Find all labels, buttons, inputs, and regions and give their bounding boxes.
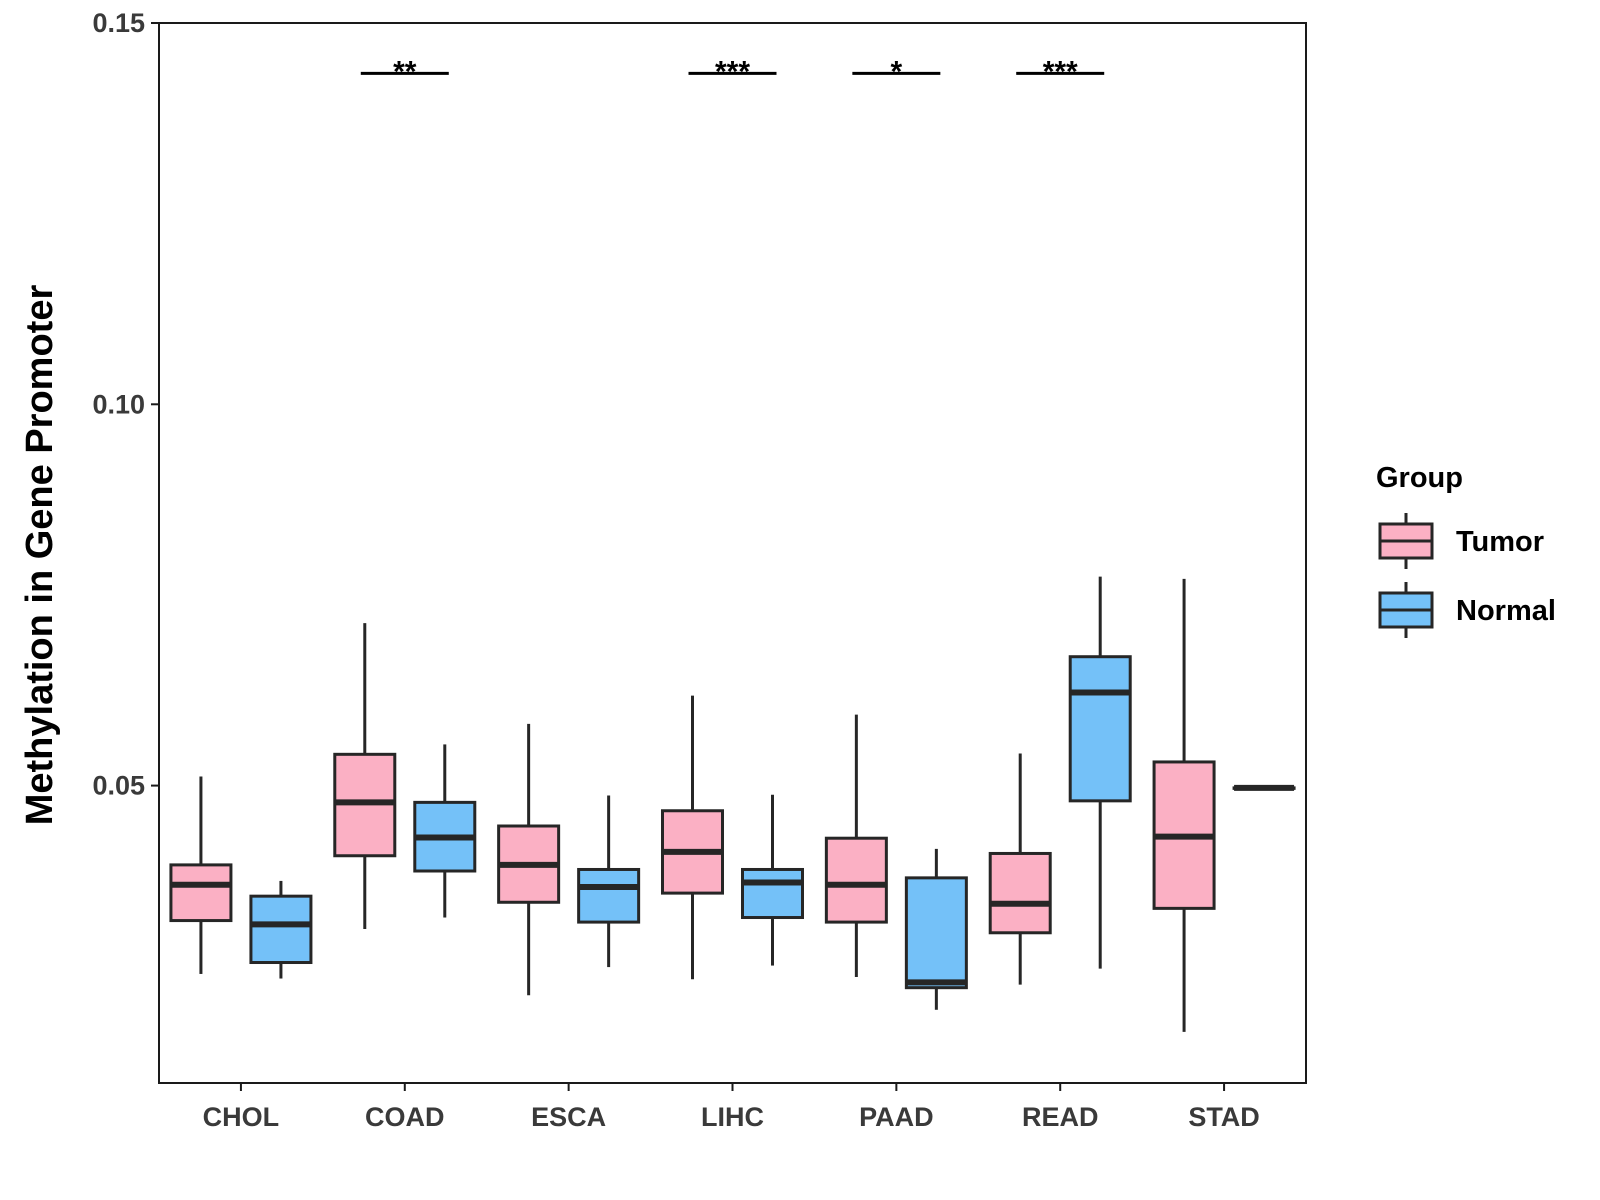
legend-title: Group [1376, 462, 1463, 494]
box-tumor-paad [824, 714, 888, 977]
significance-label: *** [715, 55, 750, 88]
legend-label: Tumor [1456, 526, 1544, 558]
y-tick-label: 0.15 [92, 8, 145, 38]
box-body [824, 836, 888, 924]
box-normal-lihc [741, 794, 804, 966]
box-body [249, 894, 313, 965]
box-tumor-coad [333, 623, 397, 929]
significance-label: * [891, 55, 903, 88]
box-body [169, 863, 233, 923]
x-tick-label: READ [1022, 1102, 1099, 1132]
box-tumor-lihc [661, 695, 724, 980]
box-normal-paad [904, 848, 968, 1010]
significance-label: ** [393, 55, 417, 88]
box-body [988, 851, 1052, 935]
legend-label: Normal [1456, 595, 1556, 627]
box-body [577, 867, 641, 924]
plot-panel [158, 22, 1307, 1084]
y-tick-label: 0.05 [92, 771, 145, 801]
box-tumor-stad [1152, 578, 1216, 1032]
x-axis: CHOL COAD ESCA LIHC PAAD READ STAD [203, 1083, 1260, 1132]
box-normal-coad [413, 744, 477, 918]
box-normal-esca [577, 795, 641, 968]
x-tick-label: COAD [365, 1102, 445, 1132]
legend: Group Tumor Normal [1376, 462, 1556, 638]
legend-entry-tumor: Tumor [1378, 513, 1544, 569]
significance-label: *** [1043, 55, 1078, 88]
y-axis-title: Methylation in Gene Promoter [19, 285, 61, 826]
box-normal-chol [249, 880, 313, 979]
boxes-layer [169, 576, 1296, 1032]
box-body [741, 867, 804, 920]
box-tumor-chol [169, 776, 233, 974]
x-tick-label: CHOL [203, 1102, 280, 1132]
legend-entry-normal: Normal [1378, 582, 1556, 638]
box-tumor-esca [497, 723, 561, 996]
box-body [1068, 655, 1132, 803]
x-tick-label: STAD [1188, 1102, 1260, 1132]
x-tick-label: LIHC [701, 1102, 764, 1132]
box-normal-read [1068, 576, 1132, 969]
box-normal-stad [1232, 784, 1296, 791]
significance-layer: ** *** * *** [360, 55, 1105, 88]
x-tick-label: PAAD [859, 1102, 934, 1132]
box-tumor-read [988, 753, 1052, 985]
y-axis: 0.05 0.10 0.15 [92, 8, 159, 801]
box-body [904, 876, 968, 990]
y-tick-label: 0.10 [92, 389, 145, 419]
x-tick-label: ESCA [531, 1102, 606, 1132]
